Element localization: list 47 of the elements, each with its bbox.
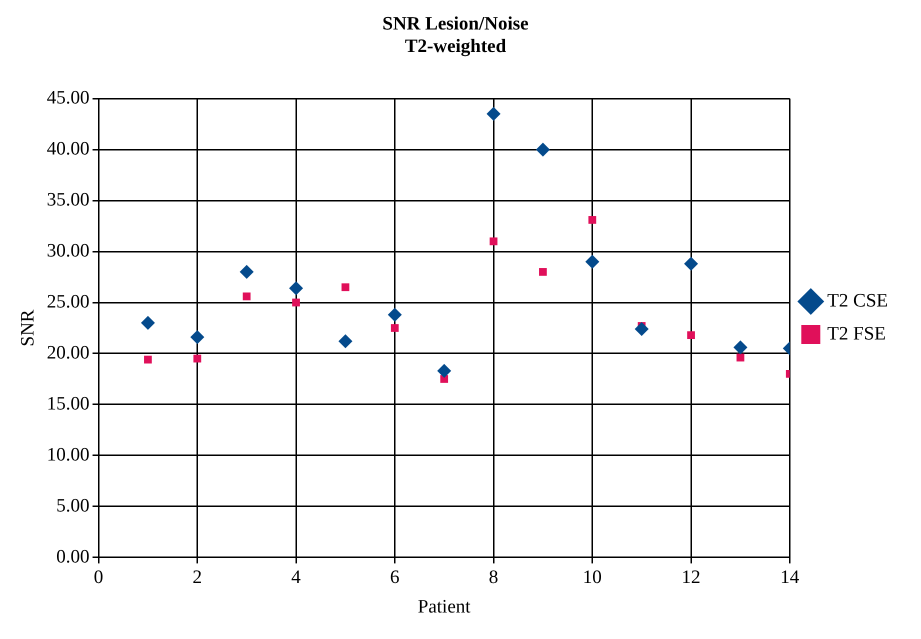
point	[684, 256, 698, 271]
chart-title: SNR Lesion/Noise T2-weighted	[382, 13, 529, 58]
y-tick-label: 45.00	[46, 88, 90, 109]
x-tick-label: 4	[291, 566, 302, 588]
point	[388, 308, 402, 322]
point	[140, 316, 155, 330]
x-tick-label: 2	[192, 566, 202, 588]
point	[486, 106, 501, 121]
point	[242, 292, 251, 300]
point	[733, 340, 748, 354]
y-tick-label: 35.00	[46, 190, 90, 211]
point	[588, 216, 596, 224]
point	[193, 354, 202, 362]
y-tick-label: 15.00	[46, 393, 90, 414]
point	[240, 264, 254, 279]
point	[342, 283, 350, 292]
point	[687, 331, 695, 340]
point	[539, 268, 547, 276]
x-tick-label: 8	[488, 566, 498, 588]
point	[390, 324, 399, 332]
legend-label: T2 CSE	[827, 290, 888, 312]
point	[736, 354, 744, 362]
y-tick-label: 20.00	[46, 342, 90, 364]
point	[490, 237, 498, 246]
point	[289, 281, 304, 296]
x-axis-title: Patient	[418, 596, 472, 618]
point	[437, 364, 452, 378]
y-tick-label: 10.00	[46, 444, 90, 466]
point	[338, 334, 352, 348]
y-tick-label: 5.00	[56, 495, 90, 516]
x-tick-label: 6	[390, 566, 400, 588]
point	[144, 356, 152, 364]
x-tick-label: 0	[94, 566, 104, 588]
legend-label: T2 FSE	[827, 323, 886, 344]
point	[190, 330, 204, 344]
x-tick-label: 12	[682, 566, 701, 588]
y-tick-label: 0.00	[56, 546, 90, 568]
x-tick-label: 14	[780, 566, 800, 588]
y-tick-label: 40.00	[46, 138, 90, 160]
point	[536, 142, 550, 157]
y-tick-label: 25.00	[46, 291, 90, 312]
y-axis-title: SNR	[17, 309, 38, 346]
y-tick-label: 30.00	[46, 240, 90, 262]
point	[634, 322, 649, 336]
point	[292, 298, 300, 306]
point	[585, 254, 600, 269]
x-tick-label: 10	[582, 566, 602, 588]
